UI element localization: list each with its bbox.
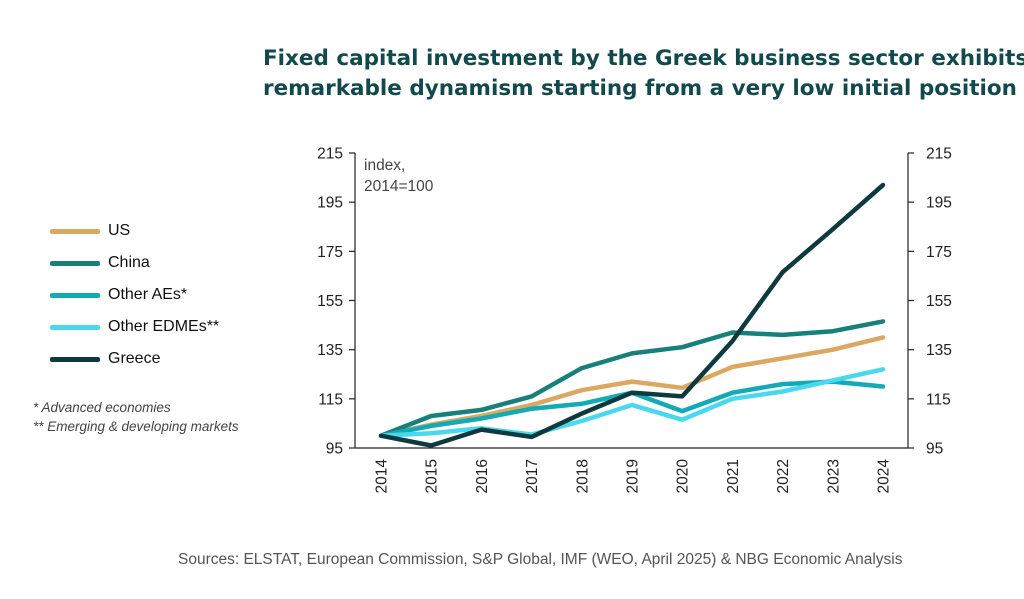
x-tick-label: 2015 <box>424 459 441 493</box>
x-tick-label: 2016 <box>474 459 491 493</box>
y-tick-label-left: 195 <box>317 195 343 212</box>
x-tick-label: 2014 <box>374 459 391 494</box>
footnote-advanced: * Advanced economies <box>33 400 171 415</box>
legend-swatch-other-aes <box>50 292 100 298</box>
series-line-other-aes <box>378 379 886 438</box>
y-tick-label-right: 175 <box>926 244 952 261</box>
series-line-greece <box>378 182 886 448</box>
legend-swatch-greece <box>50 356 100 362</box>
x-tick-label: 2024 <box>876 459 893 494</box>
y-tick-label-right: 95 <box>926 441 943 458</box>
x-tick-label: 2020 <box>675 459 692 494</box>
legend-label-greece: Greece <box>108 350 161 367</box>
y-tick-label-left: 155 <box>317 293 343 310</box>
y-tick-label-right: 195 <box>926 195 952 212</box>
legend-swatch-china <box>50 260 100 266</box>
series-line-other-edmes <box>378 367 886 438</box>
x-tick-label: 2021 <box>725 459 742 493</box>
legend-item-china: China <box>50 247 219 279</box>
legend-item-greece: Greece <box>50 343 219 375</box>
legend-label-other-aes: Other AEs* <box>108 286 188 303</box>
y-tick-label-left: 175 <box>317 244 343 261</box>
x-tick-label: 2019 <box>625 459 642 493</box>
index-annotation: index, <box>364 157 405 174</box>
legend-item-other-edmes: Other EDMEs** <box>50 311 219 343</box>
x-tick-label: 2023 <box>825 459 842 493</box>
index-annotation: 2014=100 <box>364 178 434 195</box>
y-tick-label-right: 135 <box>926 342 952 359</box>
y-tick-label-right: 115 <box>926 391 951 408</box>
legend-label-other-edmes: Other EDMEs** <box>108 318 220 335</box>
legend-swatch-us <box>50 228 100 234</box>
y-tick-label-right: 215 <box>926 146 952 163</box>
legend-label-china: China <box>108 254 150 271</box>
footnotes: * Advanced economies ** Emerging & devel… <box>33 398 239 436</box>
legend: US China Other AEs* Other EDMEs** Greece <box>50 215 219 375</box>
series-line-china <box>378 319 886 438</box>
legend-swatch-other-edmes <box>50 324 100 330</box>
legend-label-us: US <box>108 222 131 239</box>
y-tick-label-left: 135 <box>317 342 343 359</box>
legend-item-other-aes: Other AEs* <box>50 279 219 311</box>
y-tick-label-right: 155 <box>926 293 952 310</box>
chart-title: Fixed capital investment by the Greek bu… <box>263 44 1024 104</box>
y-tick-label-left: 95 <box>326 441 343 458</box>
x-tick-label: 2022 <box>775 459 792 493</box>
legend-item-us: US <box>50 215 219 247</box>
source-note: Sources: ELSTAT, European Commission, S&… <box>178 551 903 568</box>
y-tick-label-left: 115 <box>318 391 343 408</box>
title-line-1: Fixed capital investment by the Greek bu… <box>263 46 1024 71</box>
x-tick-label: 2017 <box>524 459 541 493</box>
footnote-emerging: ** Emerging & developing markets <box>33 419 239 434</box>
title-line-2: remarkable dynamism starting from a very… <box>263 76 1017 101</box>
y-tick-label-left: 215 <box>317 146 343 163</box>
x-tick-label: 2018 <box>574 459 591 493</box>
